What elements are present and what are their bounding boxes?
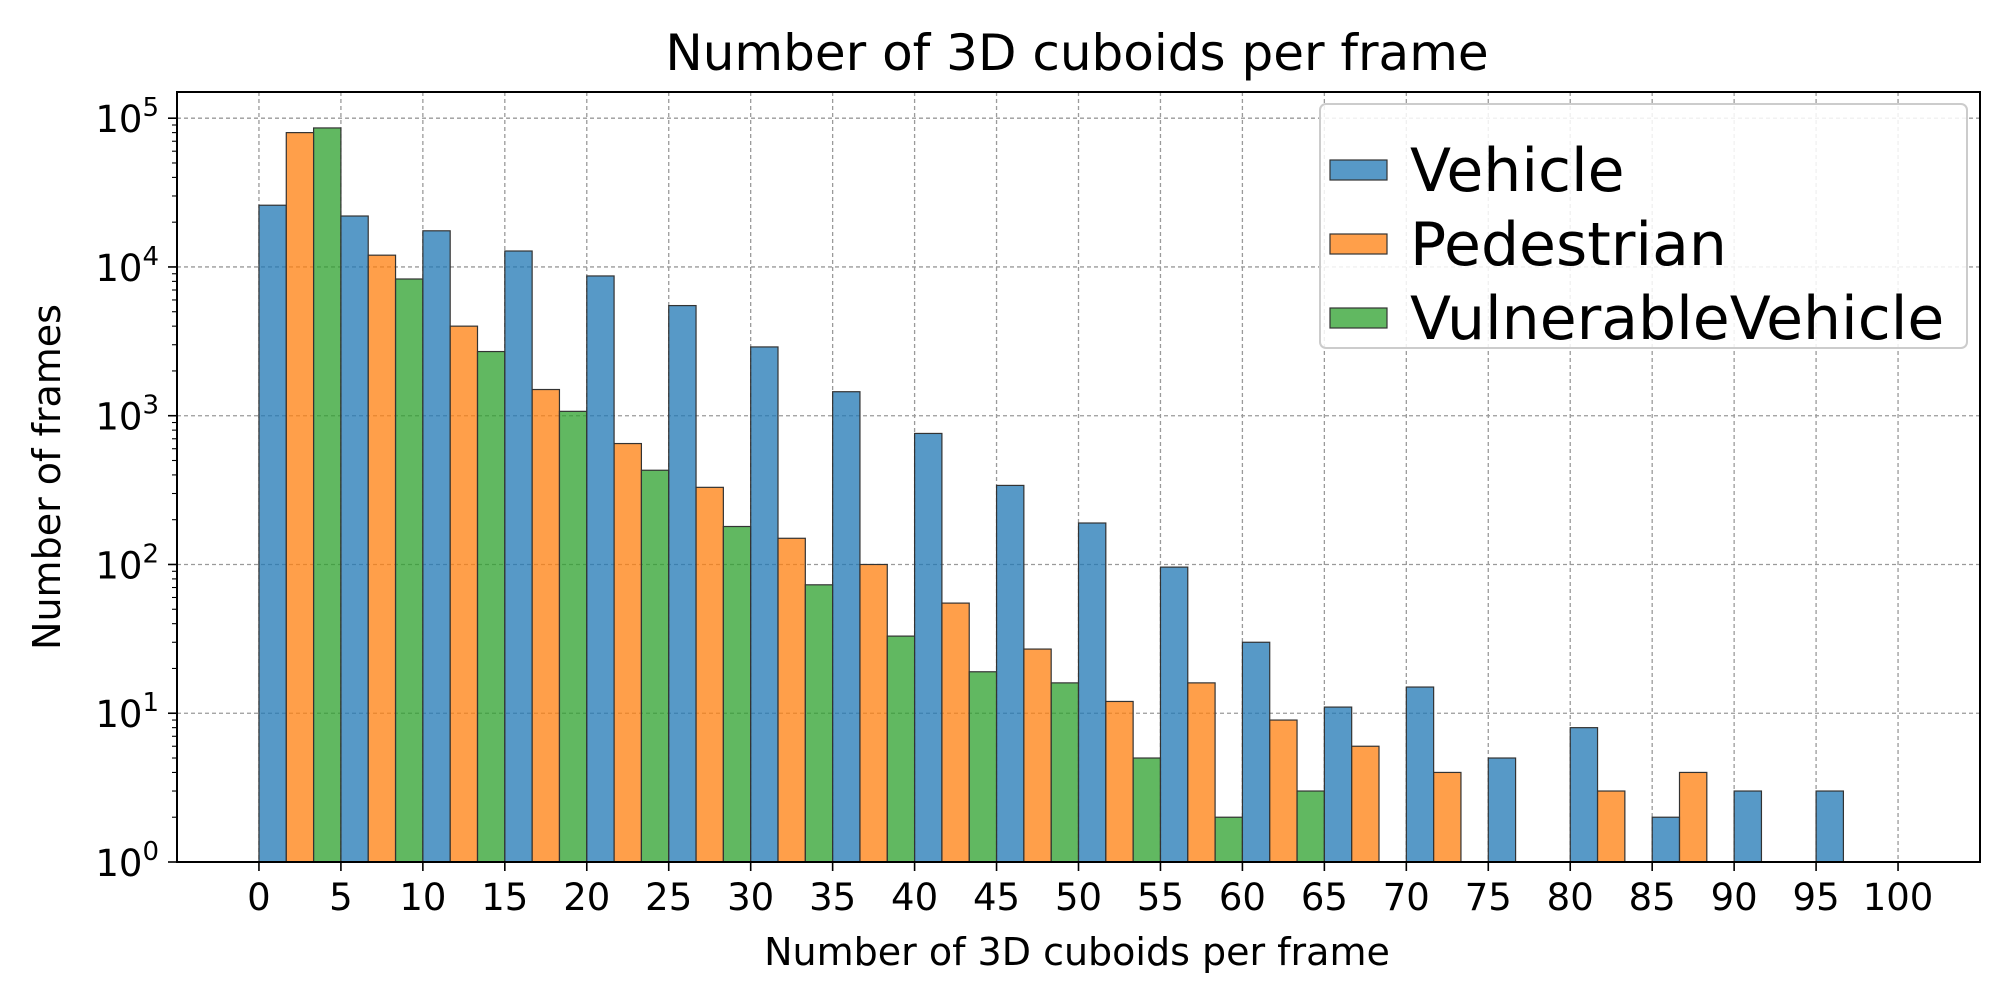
bar-vehicle-0-5 [258,204,287,863]
bar-pedestrian-20-25 [613,442,643,863]
x-tick-label: 40 [891,876,938,919]
bar-vehicle-45-50 [995,484,1025,863]
bar-vehicle-70-75 [1405,686,1435,863]
y-tick-label: 104 [95,242,159,290]
bar-pedestrian-70-75 [1433,771,1462,863]
bar-pedestrian-40-45 [941,602,970,863]
x-tick-label: 25 [645,876,692,919]
bar-pedestrian-0-5 [285,132,315,863]
x-tick-label: 55 [1137,876,1184,919]
bar-vehicle-85-90 [1651,816,1681,863]
y-axis-ticks: 100 101 102 103 104 105 [95,93,177,885]
bar-pedestrian-50-55 [1105,700,1134,863]
bar-vulnerablevehicle-20-25 [640,469,670,863]
bar-vehicle-65-70 [1323,706,1353,863]
bar-vulnerablevehicle-40-45 [968,671,998,863]
x-tick-label: 15 [481,876,528,919]
legend-swatch [1329,233,1388,255]
legend-label: Pedestrian [1410,210,1727,280]
bar-vehicle-10-15 [422,230,451,863]
bar-pedestrian-60-65 [1269,719,1298,863]
bar-pedestrian-15-20 [531,388,561,863]
y-tick-label: 101 [95,688,159,736]
bar-vehicle-15-20 [504,250,533,863]
bar-vehicle-30-35 [750,346,779,863]
x-tick-label: 50 [1055,876,1102,919]
bar-pedestrian-45-50 [1023,648,1052,863]
bar-pedestrian-5-10 [367,254,397,863]
bar-vehicle-35-40 [832,391,861,863]
bar-vulnerablevehicle-10-15 [476,350,506,863]
bar-vehicle-55-60 [1159,566,1189,863]
legend-swatch [1329,307,1388,329]
bar-vulnerablevehicle-5-10 [394,278,424,863]
x-tick-label: 20 [563,876,610,919]
bar-vulnerablevehicle-50-55 [1132,757,1162,863]
bar-vulnerablevehicle-30-35 [804,584,834,863]
x-tick-label: 5 [329,876,353,919]
chart-title: Number of 3D cuboids per frame [665,24,1488,82]
bar-vehicle-5-10 [340,215,369,863]
bars [258,127,1845,863]
bar-pedestrian-25-30 [695,486,724,863]
bar-vehicle-20-25 [586,275,615,863]
x-axis-label: Number of 3D cuboids per frame [764,930,1390,974]
y-tick-label: 105 [95,93,159,141]
x-tick-label: 95 [1793,876,1840,919]
bar-vulnerablevehicle-0-5 [312,127,342,863]
y-tick-label: 103 [95,391,159,439]
bar-vehicle-80-85 [1569,727,1599,863]
x-tick-label: 60 [1219,876,1266,919]
bar-vulnerablevehicle-45-50 [1050,682,1080,863]
bar-vehicle-75-80 [1487,757,1517,863]
bar-pedestrian-30-35 [777,537,806,863]
x-tick-label: 30 [727,876,774,919]
bar-vehicle-50-55 [1077,522,1107,863]
bar-pedestrian-80-85 [1596,790,1626,863]
bar-vehicle-90-95 [1733,790,1763,863]
x-tick-label: 75 [1465,876,1512,919]
x-tick-label: 100 [1863,876,1934,919]
x-axis-ticks: 0 5 10 15 20 25 30 35 40 45 50 55 60 65 70 75 80 85 90 95 10… [247,862,1933,919]
bar-pedestrian-35-40 [859,563,888,863]
bar-vehicle-25-30 [668,304,697,863]
y-tick-label: 102 [95,539,159,587]
bar-vehicle-60-65 [1241,641,1271,863]
y-axis-label: Number of frames [25,304,69,650]
bar-vulnerablevehicle-25-30 [722,525,752,863]
y-tick-label: 100 [95,837,159,885]
legend-label: VulnerableVehicle [1410,284,1944,354]
x-tick-label: 0 [247,876,271,919]
bar-vulnerablevehicle-55-60 [1214,816,1244,863]
x-tick-label: 80 [1547,876,1594,919]
x-tick-label: 70 [1383,876,1430,919]
x-tick-label: 10 [399,876,446,919]
x-tick-label: 35 [809,876,856,919]
legend-swatch [1329,159,1388,181]
bar-pedestrian-10-15 [449,325,479,863]
bar-pedestrian-55-60 [1187,682,1216,863]
x-tick-label: 90 [1711,876,1758,919]
legend-label: Vehicle [1410,136,1625,206]
bar-vulnerablevehicle-15-20 [558,410,588,863]
bar-vulnerablevehicle-60-65 [1296,790,1325,863]
bar-pedestrian-65-70 [1351,745,1380,863]
x-tick-label: 85 [1629,876,1676,919]
bar-vehicle-40-45 [913,432,943,863]
x-tick-label: 65 [1301,876,1348,919]
bar-pedestrian-85-90 [1678,771,1708,863]
x-tick-label: 45 [973,876,1020,919]
bar-vulnerablevehicle-35-40 [886,635,916,863]
legend-box [1319,103,1968,349]
bar-vehicle-95-100 [1815,790,1845,863]
